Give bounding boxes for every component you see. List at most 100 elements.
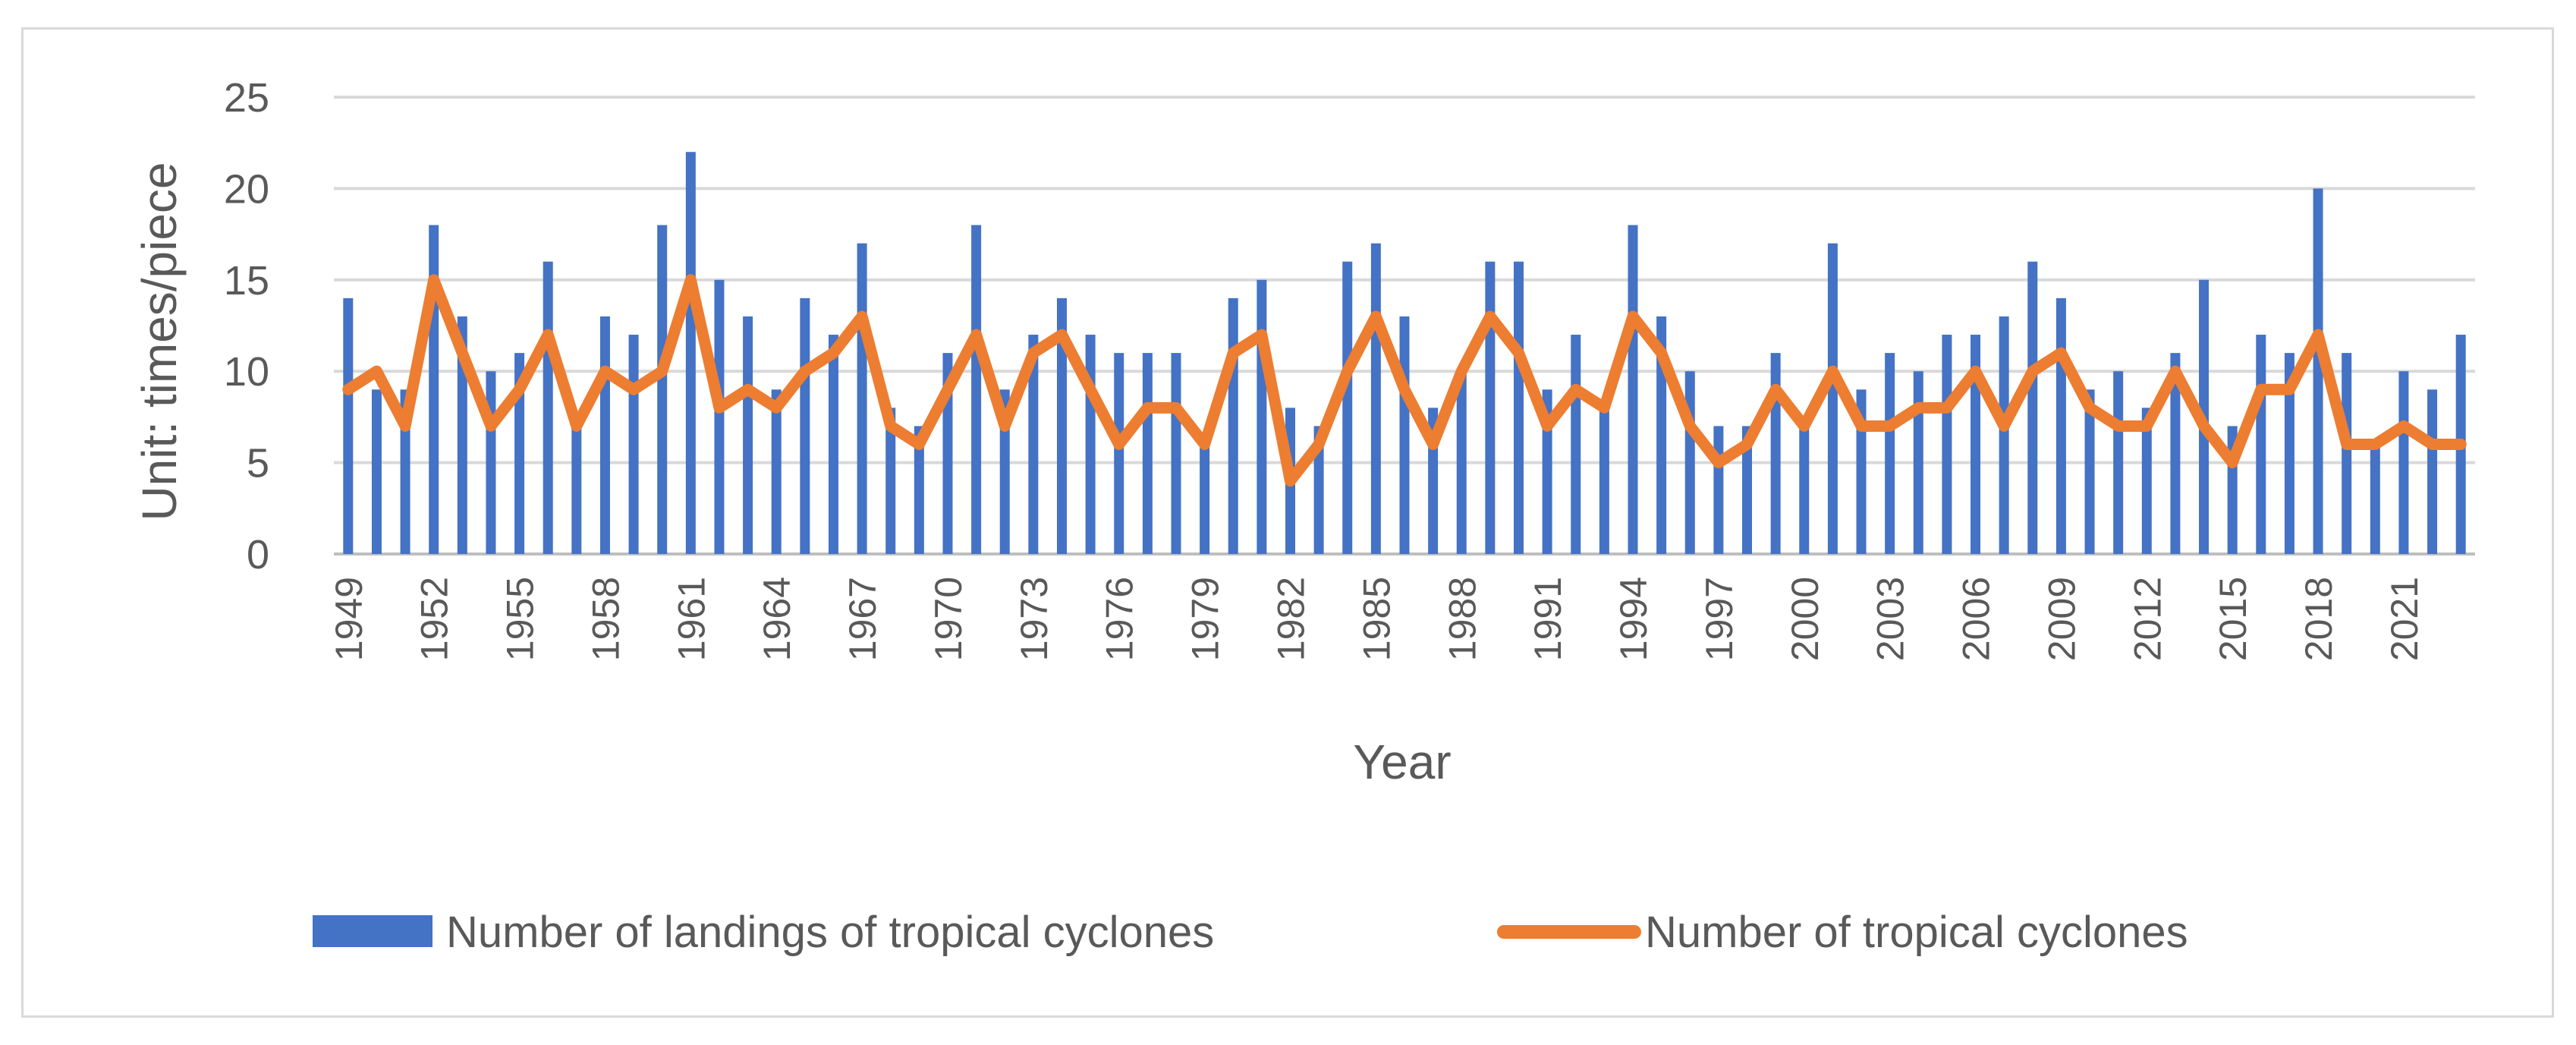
bar-1990 <box>1514 261 1524 554</box>
bar-2020 <box>2370 444 2380 554</box>
bar-2018 <box>2313 188 2323 554</box>
bar-1964 <box>771 389 782 554</box>
bar-1956 <box>543 261 553 554</box>
x-tick-label: 2012 <box>2126 577 2169 661</box>
line-point-2015 <box>2232 462 2233 464</box>
bar-1965 <box>800 297 810 554</box>
x-tick-label: 1997 <box>1698 577 1741 661</box>
x-tick-label: 1952 <box>414 577 456 661</box>
x-tick-label: 2003 <box>1870 577 1912 661</box>
line-point-2020 <box>2374 444 2376 445</box>
bar-1995 <box>1656 316 1667 554</box>
line-point-1961 <box>690 279 691 281</box>
line-point-2009 <box>2060 352 2062 354</box>
bar-1979 <box>1200 444 1210 554</box>
x-tick-label: 1994 <box>1612 577 1655 661</box>
x-axis-title: Year <box>1353 735 1451 789</box>
x-tick-label: 1976 <box>1099 577 1141 661</box>
bar-2005 <box>1942 335 1952 554</box>
legend-line-label: Number of tropical cyclones <box>1645 908 2188 957</box>
line-point-1986 <box>1404 389 1405 390</box>
bar-2004 <box>1913 371 1923 554</box>
bar-1955 <box>514 353 525 554</box>
line-point-1980 <box>1232 352 1234 354</box>
bar-1993 <box>1599 408 1609 554</box>
bar-2016 <box>2256 335 2266 554</box>
bar-1975 <box>1085 335 1096 554</box>
x-tick-label: 1961 <box>670 577 712 661</box>
bar-1988 <box>1456 371 1467 554</box>
x-tick-label: 1991 <box>1527 577 1569 661</box>
y-tick-label: 0 <box>247 532 269 578</box>
y-tick-label: 20 <box>224 166 269 212</box>
bar-1983 <box>1313 426 1324 554</box>
bar-1978 <box>1171 353 1181 554</box>
line-point-1990 <box>1518 352 1520 354</box>
bar-1999 <box>1770 353 1781 554</box>
x-tick-label: 2000 <box>1784 577 1826 661</box>
bar-1957 <box>571 426 582 554</box>
line-point-1953 <box>461 352 463 354</box>
line-point-1950 <box>376 370 377 372</box>
line-point-1982 <box>1289 480 1291 482</box>
x-tick-label: 2021 <box>2383 577 2426 661</box>
bar-2009 <box>2055 297 2066 554</box>
bar-1997 <box>1713 426 1724 554</box>
bar-2000 <box>1799 426 1810 554</box>
bar-1969 <box>914 426 924 554</box>
x-tick-label: 2015 <box>2212 577 2254 661</box>
bar-2013 <box>2170 353 2181 554</box>
bar-2001 <box>1827 243 1838 554</box>
y-tick-label: 5 <box>247 441 269 486</box>
bar-1961 <box>685 152 696 555</box>
line-point-2017 <box>2288 389 2290 390</box>
bar-1986 <box>1399 316 1410 554</box>
line-point-2008 <box>2032 370 2033 372</box>
x-tick-label: 1949 <box>328 577 370 661</box>
x-tick-label: 1973 <box>1013 577 1055 661</box>
bar-2003 <box>1885 353 1895 554</box>
line-point-1963 <box>747 389 749 390</box>
bar-1976 <box>1114 353 1124 554</box>
x-tick-label: 1979 <box>1184 577 1227 661</box>
x-tick-label: 2009 <box>2040 577 2083 661</box>
line-point-2019 <box>2346 444 2348 445</box>
line-point-1997 <box>1718 462 1719 464</box>
bar-1977 <box>1142 353 1153 554</box>
x-tick-label: 1955 <box>499 577 542 661</box>
line-point-1965 <box>804 370 806 372</box>
legend: Number of landings of tropical cyclones … <box>313 908 2188 957</box>
bar-1974 <box>1056 297 1067 554</box>
line-point-1995 <box>1661 352 1662 354</box>
y-tick-label: 15 <box>224 258 269 304</box>
bar-2017 <box>2284 353 2294 554</box>
line-point-1952 <box>433 279 435 281</box>
bar-1973 <box>1028 335 1039 554</box>
bar-2011 <box>2113 371 2124 554</box>
x-tick-label: 1958 <box>584 577 627 661</box>
bar-1962 <box>714 279 725 554</box>
line-point-2006 <box>1975 370 1977 372</box>
bar-1959 <box>628 335 639 554</box>
bar-1968 <box>885 408 896 554</box>
bar-1963 <box>743 316 753 554</box>
x-tick-label: 1988 <box>1441 577 1483 661</box>
bar-1953 <box>457 316 467 554</box>
line-point-2001 <box>1832 370 1833 372</box>
line-point-1969 <box>918 444 920 445</box>
bar-1954 <box>486 371 496 554</box>
line-point-1976 <box>1118 444 1120 445</box>
line-point-1979 <box>1204 444 1206 445</box>
line-point-1955 <box>519 389 521 390</box>
line-series <box>342 274 2467 487</box>
bar-1998 <box>1742 426 1753 554</box>
bar-2021 <box>2398 371 2409 554</box>
bar-1960 <box>657 225 668 554</box>
x-tick-label: 1970 <box>927 577 970 661</box>
line-point-1992 <box>1575 389 1577 390</box>
bar-2010 <box>2084 389 2095 554</box>
x-tick-label: 1964 <box>756 577 798 661</box>
x-tick-label: 1982 <box>1269 577 1312 661</box>
bar-2006 <box>1971 335 1981 554</box>
x-tick-label: 1967 <box>841 577 884 661</box>
